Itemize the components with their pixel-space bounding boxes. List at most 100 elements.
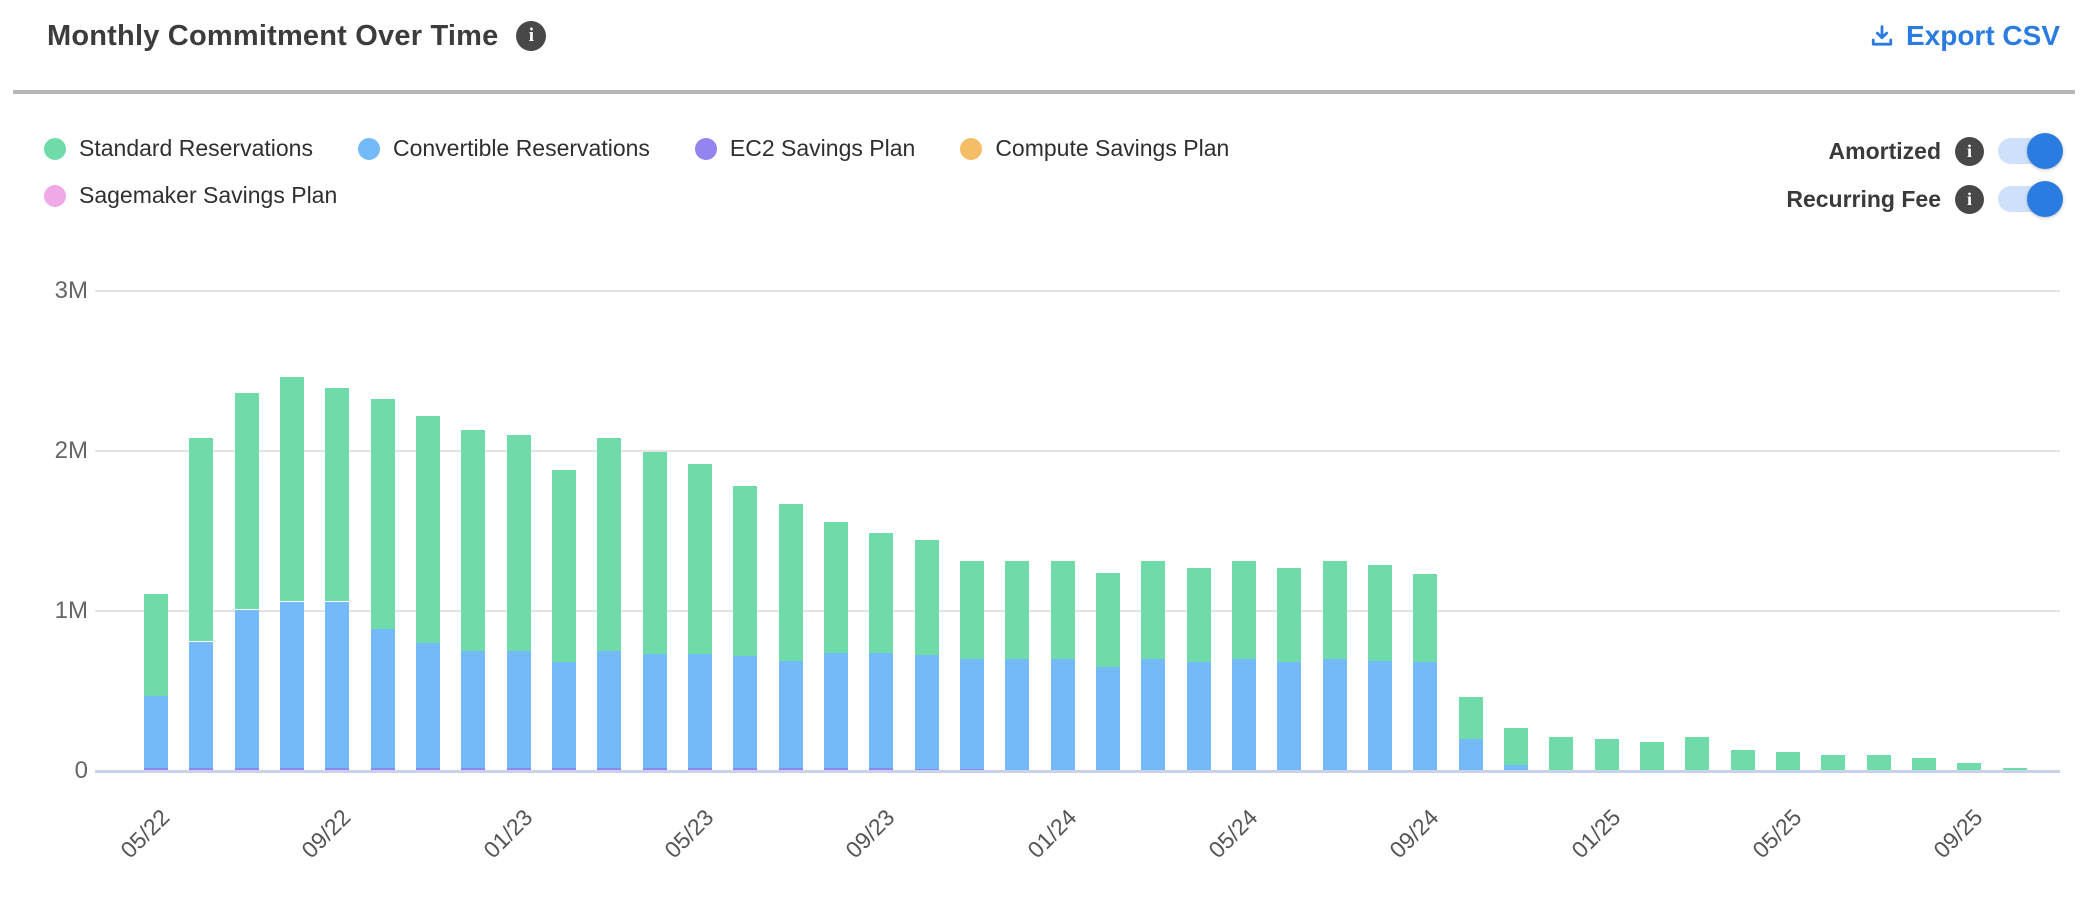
- bar-segment[interactable]: [915, 654, 939, 769]
- bar-segment[interactable]: [1368, 661, 1392, 771]
- bar-segment[interactable]: [779, 768, 803, 771]
- bar-segment[interactable]: [1141, 659, 1165, 771]
- bar-segment[interactable]: [1187, 568, 1211, 663]
- bar-segment[interactable]: [824, 652, 848, 768]
- bar-segment[interactable]: [280, 768, 304, 771]
- bar-segment[interactable]: [779, 660, 803, 768]
- bar-segment[interactable]: [1776, 752, 1800, 771]
- bar-segment[interactable]: [597, 438, 621, 651]
- bar-segment[interactable]: [325, 601, 349, 768]
- bar-segment[interactable]: [507, 768, 531, 771]
- bar-segment[interactable]: [507, 435, 531, 651]
- legend-item[interactable]: Compute Savings Plan: [960, 135, 1229, 162]
- bar-segment[interactable]: [1096, 667, 1120, 771]
- bar-segment[interactable]: [869, 652, 893, 768]
- bar-segment[interactable]: [189, 768, 213, 771]
- bar-segment[interactable]: [371, 628, 395, 768]
- bar-segment[interactable]: [733, 485, 757, 656]
- bar-segment[interactable]: [1323, 659, 1347, 771]
- bar-segment[interactable]: [1821, 755, 1845, 771]
- bar-segment[interactable]: [915, 540, 939, 655]
- bar-segment[interactable]: [1549, 737, 1573, 771]
- bar-segment[interactable]: [733, 768, 757, 771]
- legend-item[interactable]: Convertible Reservations: [357, 135, 650, 162]
- bar-segment[interactable]: [1096, 573, 1120, 667]
- bar-segment[interactable]: [461, 650, 485, 768]
- bar-segment[interactable]: [1867, 755, 1891, 771]
- bar-segment[interactable]: [643, 452, 667, 655]
- legend-item[interactable]: Sagemaker Savings Plan: [44, 182, 337, 209]
- bar-segment[interactable]: [1459, 697, 1483, 739]
- bar-segment[interactable]: [2003, 768, 2027, 771]
- bar-segment[interactable]: [1232, 659, 1256, 771]
- bar-segment[interactable]: [1368, 564, 1392, 661]
- bar-segment[interactable]: [688, 464, 712, 655]
- export-csv-button[interactable]: Export CSV: [1868, 20, 2060, 52]
- bar-segment[interactable]: [1504, 727, 1528, 765]
- bar-segment[interactable]: [189, 438, 213, 642]
- bar-segment[interactable]: [597, 768, 621, 771]
- bar-segment[interactable]: [1459, 739, 1483, 771]
- bar-segment[interactable]: [371, 768, 395, 771]
- recurring-fee-info-icon[interactable]: i: [1955, 184, 1984, 214]
- amortized-info-icon[interactable]: i: [1955, 136, 1984, 166]
- bar-segment[interactable]: [144, 695, 168, 768]
- bar-segment[interactable]: [688, 768, 712, 771]
- bar-segment[interactable]: [688, 653, 712, 768]
- bar-segment[interactable]: [1685, 737, 1709, 771]
- bar-segment[interactable]: [1005, 659, 1029, 771]
- bar-segment[interactable]: [552, 470, 576, 663]
- bar-segment[interactable]: [189, 641, 213, 768]
- bar-segment[interactable]: [552, 768, 576, 771]
- bar-segment[interactable]: [235, 393, 259, 610]
- bar-segment[interactable]: [733, 655, 757, 768]
- bar-segment[interactable]: [1277, 662, 1301, 771]
- bar-segment[interactable]: [144, 593, 168, 696]
- bar-segment[interactable]: [1912, 758, 1936, 771]
- bar-segment[interactable]: [280, 601, 304, 768]
- bar-segment[interactable]: [824, 521, 848, 653]
- bar-segment[interactable]: [960, 659, 984, 770]
- bar-segment[interactable]: [461, 768, 485, 771]
- bar-segment[interactable]: [643, 768, 667, 771]
- bar-segment[interactable]: [461, 430, 485, 651]
- bar-segment[interactable]: [235, 768, 259, 771]
- bar-segment[interactable]: [552, 661, 576, 768]
- bar-segment[interactable]: [325, 768, 349, 771]
- bar-segment[interactable]: [1323, 561, 1347, 659]
- bar-segment[interactable]: [869, 532, 893, 653]
- bar-segment[interactable]: [416, 642, 440, 768]
- bar-segment[interactable]: [597, 650, 621, 768]
- bar-segment[interactable]: [1051, 561, 1075, 659]
- bar-segment[interactable]: [1504, 765, 1528, 771]
- bar-segment[interactable]: [1595, 739, 1619, 771]
- bar-segment[interactable]: [1640, 742, 1664, 771]
- bar-segment[interactable]: [960, 561, 984, 659]
- bar-segment[interactable]: [416, 768, 440, 771]
- bar-segment[interactable]: [643, 653, 667, 768]
- bar-segment[interactable]: [1051, 659, 1075, 771]
- bar-segment[interactable]: [1232, 561, 1256, 659]
- bar-segment[interactable]: [280, 377, 304, 602]
- bar-segment[interactable]: [779, 503, 803, 661]
- bar-segment[interactable]: [824, 768, 848, 771]
- bar-segment[interactable]: [1187, 662, 1211, 771]
- bar-segment[interactable]: [416, 416, 440, 643]
- bar-segment[interactable]: [1141, 561, 1165, 659]
- bar-segment[interactable]: [144, 768, 168, 771]
- bar-segment[interactable]: [869, 768, 893, 771]
- amortized-toggle[interactable]: [1998, 133, 2063, 169]
- legend-item[interactable]: Standard Reservations: [44, 135, 313, 162]
- bar-segment[interactable]: [325, 388, 349, 602]
- title-info-icon[interactable]: i: [516, 21, 547, 51]
- bar-segment[interactable]: [1957, 763, 1981, 771]
- bar-segment[interactable]: [507, 650, 531, 768]
- bar-segment[interactable]: [1413, 574, 1437, 663]
- bar-segment[interactable]: [1731, 750, 1755, 771]
- bar-segment[interactable]: [371, 398, 395, 629]
- bar-segment[interactable]: [1277, 568, 1301, 663]
- bar-segment[interactable]: [235, 609, 259, 768]
- bar-segment[interactable]: [1005, 561, 1029, 659]
- bar-segment[interactable]: [1413, 662, 1437, 771]
- recurring-fee-toggle[interactable]: [1998, 181, 2063, 217]
